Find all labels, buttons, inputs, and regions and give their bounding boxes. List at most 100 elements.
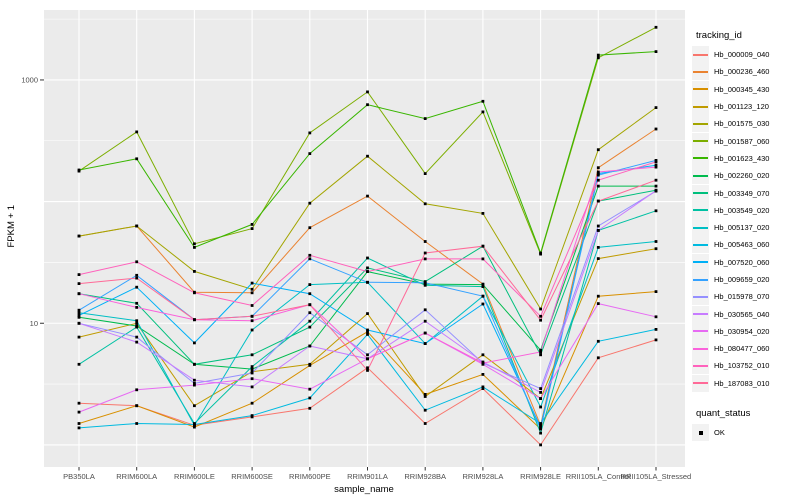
line-swatch-icon <box>692 80 709 98</box>
legend-entry-label: Hb_001623_430 <box>714 153 770 163</box>
data-point <box>77 282 81 285</box>
legend-entry-label: Hb_003349_070 <box>714 188 770 198</box>
line-swatch-icon <box>692 253 709 271</box>
data-point <box>423 202 427 206</box>
data-point <box>77 314 81 317</box>
data-point <box>654 159 658 162</box>
data-point <box>250 414 254 417</box>
data-point <box>539 425 542 429</box>
data-point <box>539 422 542 425</box>
legend-entry: Hb_000345_430 <box>692 80 798 98</box>
legend-entry-label: Hb_001575_030 <box>714 119 770 129</box>
line-swatch-icon <box>692 271 709 288</box>
data-point <box>423 331 427 335</box>
data-point <box>135 335 139 339</box>
legend-entry: Hb_003549_020 <box>692 201 798 219</box>
legend-entry-label: Hb_000345_430 <box>714 84 770 94</box>
data-point <box>308 257 312 261</box>
data-point <box>596 356 600 360</box>
legend-entry: Hb_000236_460 <box>692 63 798 81</box>
legend-entry: Hb_003349_070 <box>692 184 798 202</box>
x-tick-label: RRII105LA_Stressed <box>621 472 691 481</box>
data-point <box>250 371 254 375</box>
data-point <box>250 353 254 357</box>
data-point <box>366 330 369 334</box>
data-point <box>193 378 196 382</box>
data-point <box>308 396 312 400</box>
data-point <box>539 443 542 447</box>
data-point <box>308 325 312 329</box>
quant-status-key <box>692 424 709 442</box>
data-point <box>308 344 312 348</box>
data-point <box>481 283 485 286</box>
data-point <box>77 273 81 276</box>
data-point <box>654 165 658 169</box>
data-point <box>77 422 81 425</box>
x-tick-label: RRIM928LE <box>520 472 561 481</box>
legend-entry: Hb_001623_430 <box>692 149 798 167</box>
data-point <box>308 362 312 366</box>
legend-entry: Hb_080477_060 <box>692 340 798 358</box>
data-point <box>366 270 369 273</box>
panel-background <box>44 10 685 467</box>
data-point <box>308 253 312 257</box>
legend-entry-label: Hb_015978_070 <box>714 292 770 302</box>
data-point <box>539 314 542 318</box>
data-point <box>135 285 139 289</box>
data-point <box>481 387 485 390</box>
data-point <box>135 404 139 408</box>
data-point <box>366 90 369 94</box>
legend-entries-tracking-id: Hb_000009_040 Hb_000236_460 Hb_000345_430 H… <box>692 46 798 392</box>
legend-entry: Hb_001575_030 <box>692 115 798 133</box>
data-point <box>481 110 485 114</box>
data-point <box>654 240 658 243</box>
legend-entry: Hb_007520_060 <box>692 253 798 271</box>
data-point <box>539 350 542 354</box>
data-point <box>423 117 427 120</box>
data-point <box>654 25 658 29</box>
data-point <box>77 315 81 319</box>
data-point <box>596 172 600 175</box>
data-point <box>654 127 658 131</box>
x-tick-label: RRIM600LA <box>116 472 157 481</box>
data-point <box>596 294 600 298</box>
data-point <box>654 189 658 193</box>
data-point <box>654 184 658 188</box>
data-point <box>596 166 600 170</box>
data-point <box>596 56 600 60</box>
data-point <box>654 315 658 319</box>
data-point <box>481 294 485 298</box>
data-point <box>135 157 139 161</box>
x-tick-label: PB350LA <box>63 472 95 481</box>
data-point <box>423 251 427 255</box>
legend-entry-label: Hb_030954_020 <box>714 326 770 336</box>
line-swatch-icon <box>692 288 709 306</box>
data-point <box>423 257 427 261</box>
line-swatch-icon <box>692 115 709 133</box>
data-point <box>250 287 254 291</box>
line-swatch-icon <box>692 305 709 323</box>
legend-entry-label: Hb_007520_060 <box>714 257 770 267</box>
legend-entry: Hb_030954_020 <box>692 322 798 340</box>
legend-entry-label: Hb_187083_010 <box>714 378 770 388</box>
data-point <box>539 387 542 390</box>
legend-entry-label: Hb_005463_060 <box>714 240 770 250</box>
data-point <box>250 291 254 295</box>
line-swatch-icon <box>692 374 709 392</box>
data-point <box>596 173 600 177</box>
legend: tracking_id Hb_000009_040 Hb_000236_460 Hb… <box>692 30 798 442</box>
x-tick-label: RRIM600LE <box>174 472 215 481</box>
data-point <box>481 244 485 248</box>
data-point <box>366 194 369 198</box>
data-point <box>193 291 196 295</box>
legend-entry-label: Hb_009659_020 <box>714 275 770 284</box>
data-point <box>654 290 658 293</box>
line-swatch-icon <box>692 184 709 202</box>
data-point <box>193 362 196 366</box>
point-swatch-icon <box>698 430 703 435</box>
data-point <box>193 246 196 249</box>
data-point <box>308 292 312 296</box>
legend-entry-label: Hb_080477_060 <box>714 344 770 354</box>
data-point <box>596 224 600 228</box>
legend-entry: Hb_002260_020 <box>692 167 798 185</box>
